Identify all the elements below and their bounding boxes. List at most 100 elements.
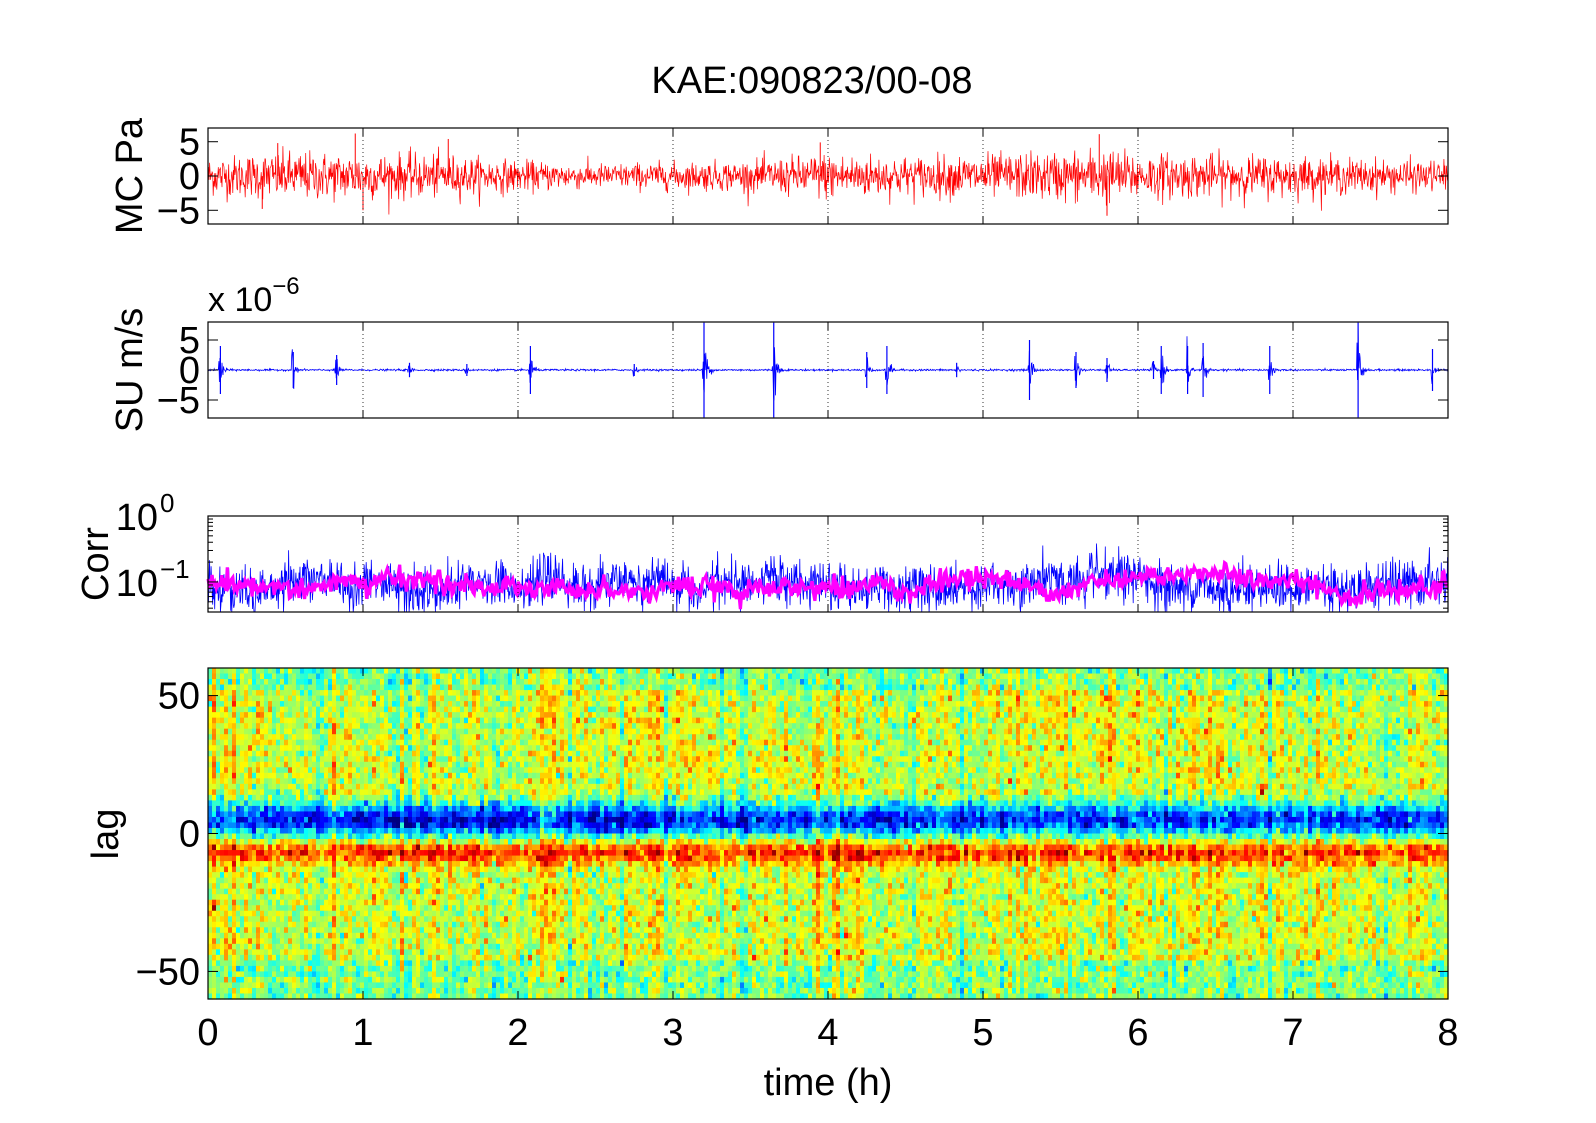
heatmap-cell [216,690,221,697]
heatmap-cell [456,734,461,741]
heatmap-cell [448,712,453,719]
heatmap-cell [384,949,389,956]
heatmap-cell [216,767,221,774]
heatmap-cell [280,750,285,757]
heatmap-cell [348,910,353,917]
heatmap-cell [384,872,389,879]
heatmap-cell [468,679,473,686]
heatmap-cell [212,816,217,824]
heatmap-cell [480,943,485,950]
heatmap-cell [396,982,401,989]
heatmap-cell [344,690,349,697]
heatmap-cell [396,960,401,967]
heatmap-cell [276,789,281,796]
heatmap-cell [292,827,297,835]
heatmap-cell [300,756,305,763]
heatmap-cell [384,789,389,796]
heatmap-cell [440,712,445,719]
heatmap-cell [280,844,285,851]
heatmap-cell [492,916,497,923]
heatmap-cell [332,695,337,702]
heatmap-cell [388,833,393,840]
heatmap-cell [472,844,477,851]
heatmap-cell [216,728,221,735]
heatmap-cell [324,839,329,846]
heatmap-cell [440,778,445,785]
heatmap-cell [448,767,453,774]
heatmap-cell [304,761,309,768]
heatmap-cell [344,673,349,680]
heatmap-cell [484,839,489,846]
heatmap-cell [424,805,429,813]
heatmap-cell [396,905,401,912]
heatmap-cell [356,938,361,945]
heatmap-cell [468,756,473,763]
heatmap-cell [232,910,237,917]
heatmap-cell [296,772,301,779]
heatmap-cell [300,712,305,719]
heatmap-cell [396,965,401,973]
heatmap-cell [480,739,485,746]
heatmap-cell [296,800,301,807]
heatmap-cell [332,899,337,906]
heatmap-cell [384,971,389,978]
heatmap-cell [500,800,505,807]
heatmap-cell [428,910,433,917]
heatmap-cell [460,761,465,768]
heatmap-cell [312,712,317,719]
heatmap-cell [224,866,229,873]
heatmap-cell [340,673,345,680]
heatmap-cell [424,772,429,779]
heatmap-cell [404,756,409,763]
heatmap-cell [520,932,525,939]
heatmap-cell [436,723,441,730]
heatmap-cell [220,811,225,818]
heatmap-cell [352,794,357,801]
heatmap-cell [224,723,229,730]
heatmap-cell [460,811,465,818]
heatmap-cell [268,976,273,984]
heatmap-cell [208,695,213,702]
heatmap-cell [252,673,257,680]
heatmap-cell [312,805,317,813]
heatmap-cell [364,745,369,752]
heatmap-cell [432,905,437,912]
heatmap-cell [240,927,245,934]
heatmap-cell [284,938,289,945]
heatmap-cell [368,877,373,884]
heatmap-cell [272,883,277,890]
heatmap-cell [388,800,393,807]
heatmap-cell [276,877,281,884]
heatmap-cell [384,679,389,686]
heatmap-cell [444,965,449,973]
heatmap-cell [240,684,245,691]
heatmap-cell [516,844,521,851]
heatmap-cell [512,971,517,978]
heatmap-cell [280,816,285,824]
heatmap-cell [516,805,521,813]
heatmap-cell [376,943,381,950]
heatmap-cell [292,717,297,724]
heatmap-cell [260,850,265,857]
heatmap-cell [472,811,477,818]
heatmap-cell [464,960,469,967]
heatmap-cell [456,822,461,829]
heatmap-cell [236,734,241,741]
heatmap-cell [224,916,229,923]
heatmap-cell [356,723,361,730]
heatmap-cell [336,861,341,868]
heatmap-cell [272,976,277,984]
heatmap-cell [300,844,305,851]
heatmap-cell [504,927,509,934]
heatmap-cell [352,921,357,928]
heatmap-cell [340,987,345,995]
heatmap-cell [336,866,341,873]
heatmap-cell [528,739,533,746]
heatmap-cell [312,982,317,989]
heatmap-cell [528,673,533,680]
heatmap-cell [300,877,305,884]
heatmap-cell [364,794,369,801]
heatmap-cell [276,783,281,790]
heatmap-cell [524,767,529,774]
heatmap-cell [372,789,377,796]
